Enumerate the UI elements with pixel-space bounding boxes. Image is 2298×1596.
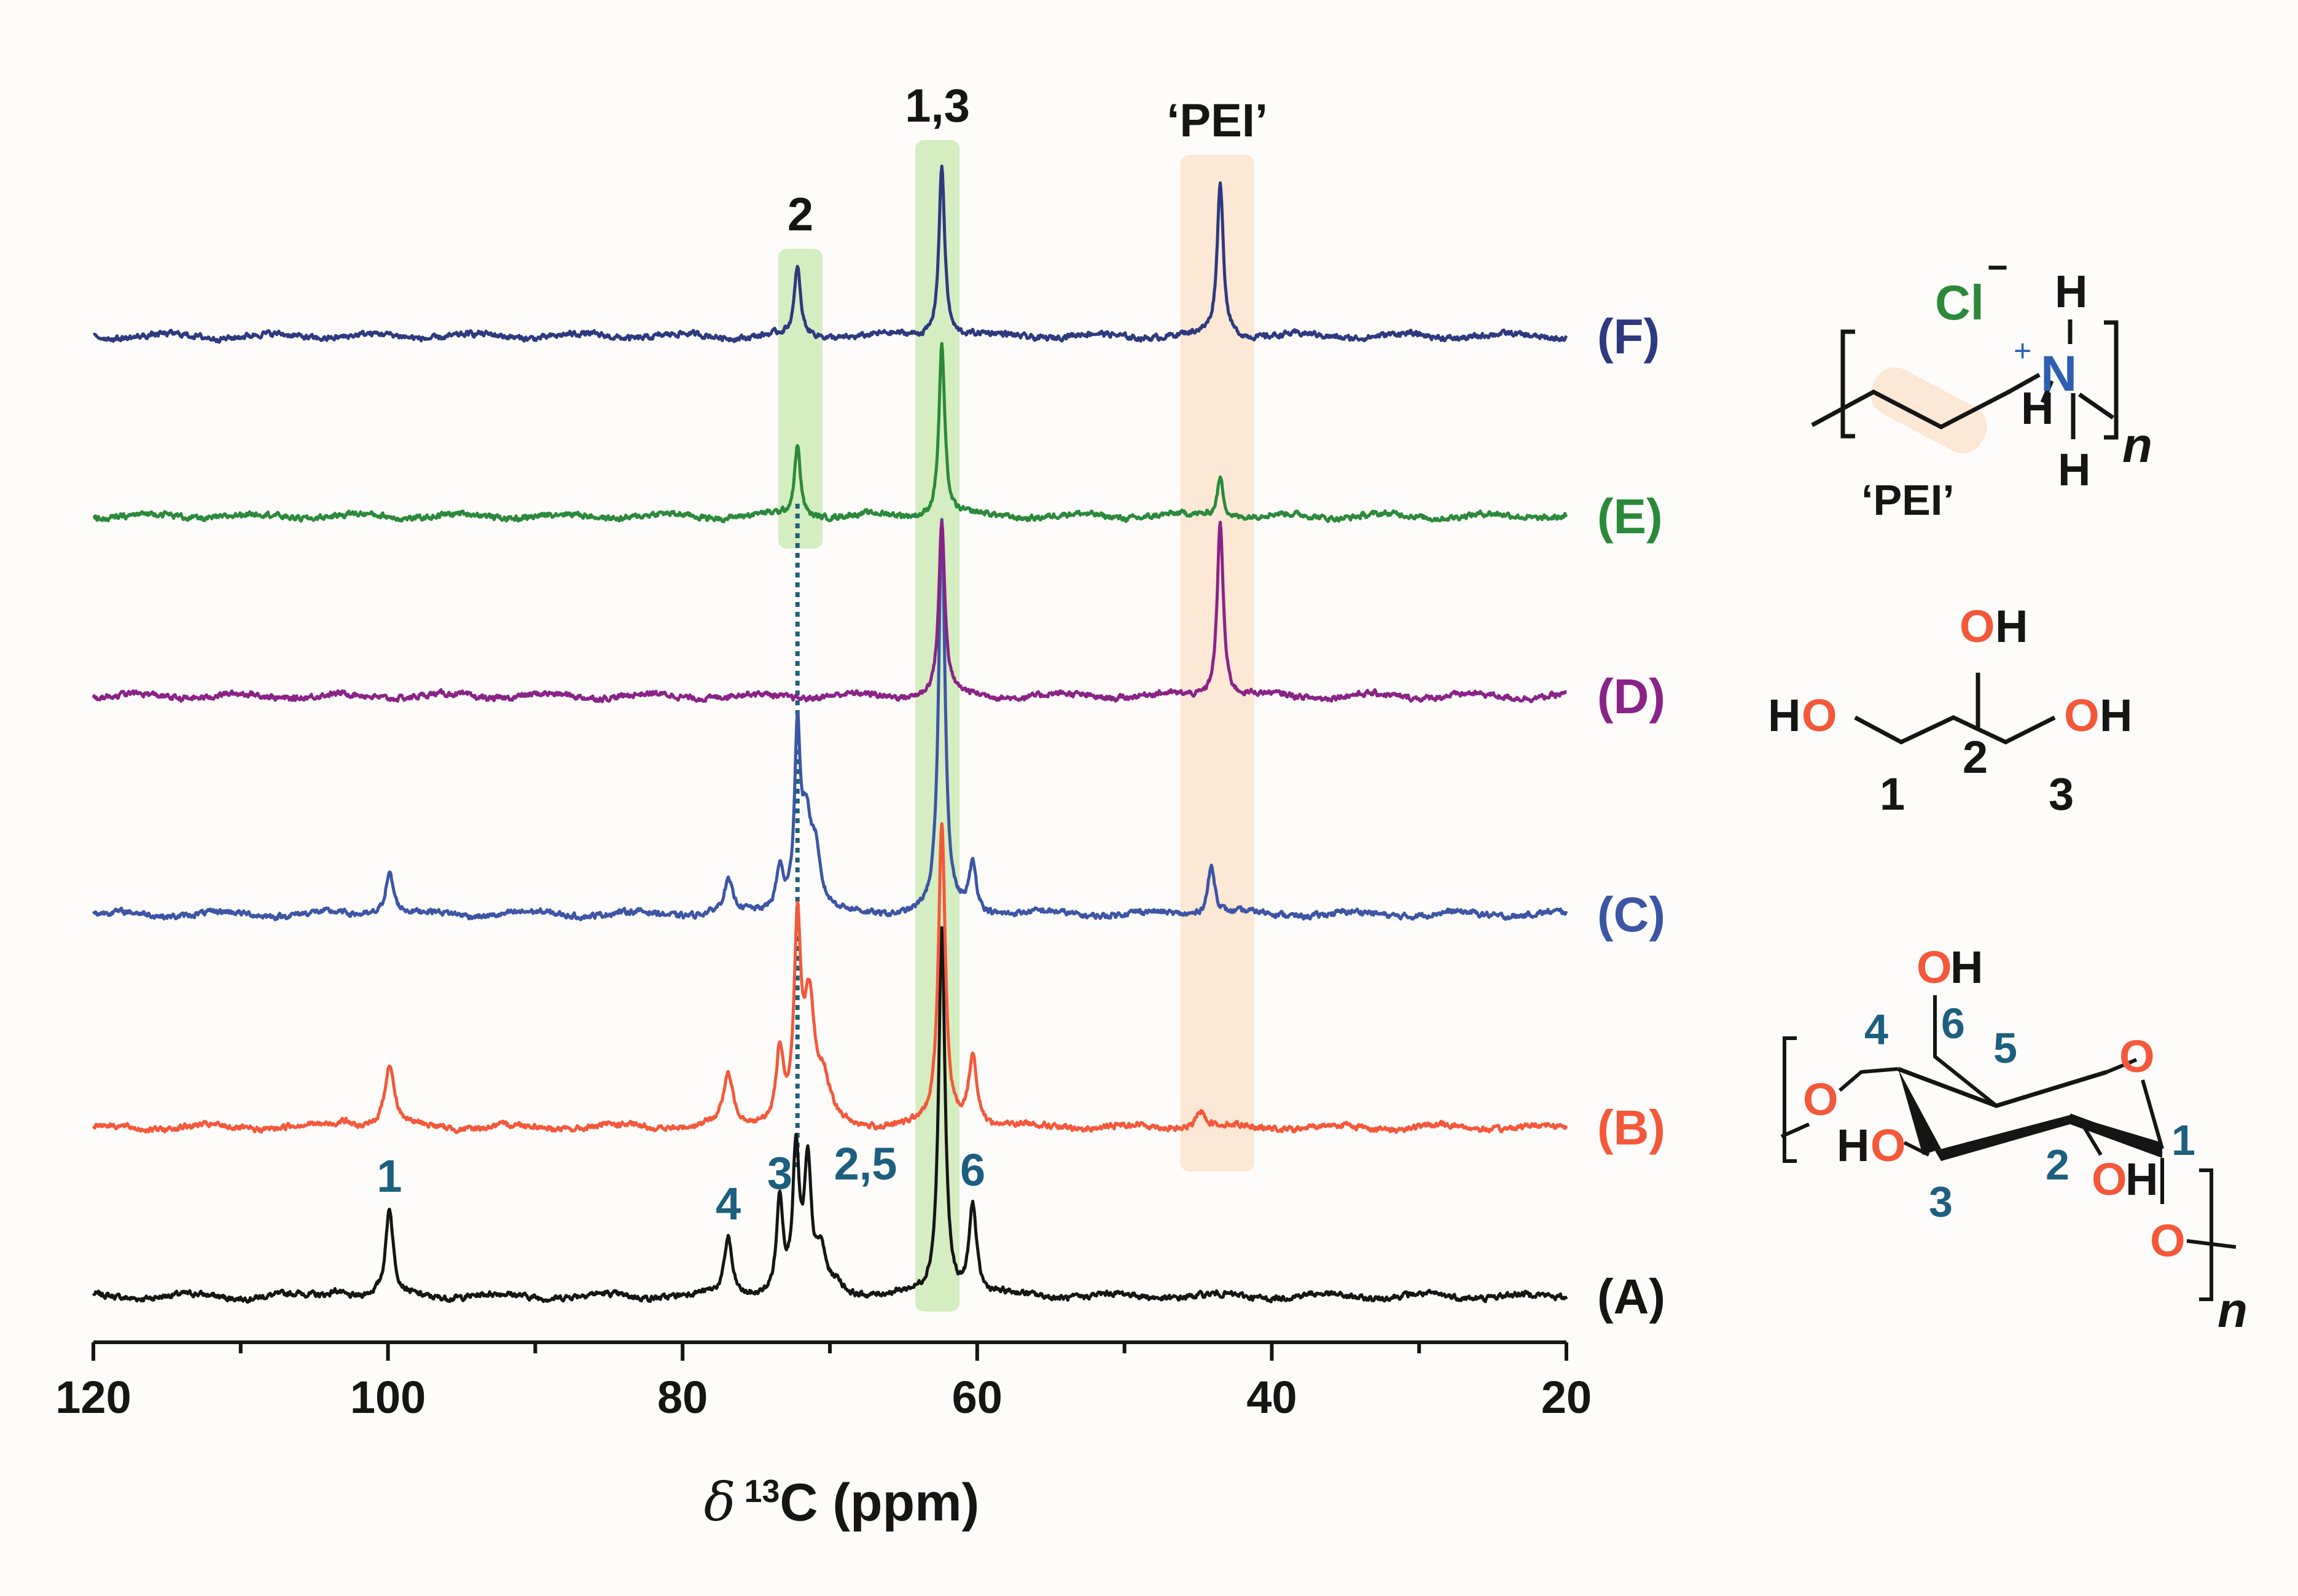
spectrum-C: [92, 518, 1568, 921]
pei-h-top: H: [2055, 266, 2087, 317]
peak-label-A-6: 6: [960, 1144, 985, 1195]
pei-structure: N + H H H Cl − n ‘PEI’: [1811, 248, 2152, 524]
cellulose-o3-bond: [1903, 1141, 1930, 1157]
x-axis-title-rest: C (ppm): [780, 1473, 979, 1532]
peak-label-A-4: 4: [716, 1178, 741, 1229]
spectrum-A: [92, 926, 1568, 1304]
x-tick-label-100: 100: [350, 1372, 426, 1423]
series-label-D: (D): [1597, 669, 1665, 724]
spectrum-F: [92, 165, 1568, 344]
x-tick-label-80: 80: [657, 1372, 708, 1423]
glycerol-c1-label: 1: [1880, 769, 1905, 820]
x-tick-label-60: 60: [952, 1372, 1002, 1423]
pei-chloride-charge: −: [1987, 248, 2008, 288]
pei-chloride: Cl: [1935, 275, 1984, 330]
glycerol-oh-mid-h: H: [1995, 601, 2028, 652]
cellulose-o6-h: H: [1950, 942, 1983, 993]
cellulose-o3-o: O: [1870, 1120, 1906, 1171]
cellulose-o6-o: O: [1917, 942, 1952, 993]
peak-label-A-1: 1: [377, 1151, 402, 1202]
x-axis-title: δ 13C (ppm): [704, 1472, 979, 1533]
cellulose-c2-label: 2: [2046, 1141, 2069, 1189]
highlight-label-1: 1,3: [905, 80, 970, 132]
pei-chain: [1811, 372, 2041, 429]
cellulose-bracket-left: [1783, 1036, 1797, 1163]
cellulose-c6-bond: [1933, 995, 1998, 1108]
cellulose-o-left-bond: [1839, 1067, 1899, 1092]
series-label-B: (B): [1597, 1100, 1665, 1155]
glycerol-backbone: [1854, 715, 2056, 745]
cellulose-ring-o-bond: [2106, 1058, 2138, 1074]
glycerol-oh-mid-o: O: [1960, 601, 1995, 652]
cellulose-o3-h: H: [1837, 1120, 1869, 1171]
peak-label-A-2-5: 2,5: [834, 1138, 897, 1189]
series-label-A: (A): [1597, 1269, 1665, 1324]
cellulose-o-left: O: [1803, 1074, 1839, 1125]
pei-highlight: [1870, 367, 1987, 453]
pei-nitrogen: N: [2041, 346, 2077, 402]
cellulose-o2-h: H: [2125, 1154, 2158, 1205]
highlight-band-2: [1180, 155, 1254, 1172]
cellulose-structure: O H O O H O O H O 4 6 5 3 2 1 n: [1780, 942, 2248, 1337]
x-axis-title-delta: δ: [704, 1472, 736, 1533]
spectrum-B: [92, 822, 1568, 1135]
cellulose-repeat-n: n: [2218, 1283, 2248, 1337]
spectrum-D: [92, 520, 1568, 703]
pei-nh-bond-left: [2040, 380, 2054, 404]
highlight-label-2: ‘PEI’: [1167, 95, 1268, 147]
cellulose-wedge-left: [1898, 1069, 1941, 1155]
glycerol-oh-left-o: O: [1802, 690, 1837, 741]
glycerol-structure: H O O H O H 1 2 3: [1768, 601, 2132, 820]
glycerol-oh-right-o: O: [2064, 690, 2100, 741]
pei-bracket-left: [1840, 329, 1855, 439]
series-label-E: (E): [1597, 489, 1663, 544]
cellulose-o2-o: O: [2092, 1154, 2127, 1205]
highlight-label-0: 2: [787, 189, 813, 241]
cellulose-ring-c1-bond: [2141, 1079, 2164, 1149]
cellulose-c5-label: 5: [1993, 1024, 2017, 1072]
cellulose-ring-o: O: [2119, 1031, 2155, 1082]
x-axis-title-isotope: 13: [745, 1474, 780, 1509]
pei-n-charge: +: [2014, 334, 2031, 368]
glycerol-oh-left-h: H: [1768, 690, 1800, 741]
cellulose-c1-label: 1: [2171, 1116, 2195, 1164]
glycerol-oh-right-h: H: [2100, 690, 2132, 741]
cellulose-bracket-right: [2199, 1168, 2213, 1301]
pei-bracket-right: [2104, 320, 2119, 440]
cellulose-c4-label: 4: [1864, 1006, 1888, 1054]
glycerol-c2-label: 2: [1963, 732, 1988, 783]
series-label-F: (F): [1597, 309, 1660, 364]
pei-h-bottom: H: [2058, 444, 2090, 495]
series-label-C: (C): [1597, 887, 1665, 942]
cellulose-o2-bond: [2081, 1123, 2103, 1156]
cellulose-ring-top: [1897, 1066, 2108, 1108]
pei-h-left: H: [2021, 383, 2054, 434]
x-tick-label-120: 120: [55, 1372, 131, 1423]
spectrum-E: [92, 342, 1568, 523]
pei-label: ‘PEI’: [1861, 476, 1955, 524]
x-tick-label-40: 40: [1246, 1372, 1297, 1423]
glycerol-c3-label: 3: [2049, 769, 2074, 820]
cellulose-c6-label: 6: [1941, 999, 1965, 1047]
peak-label-A-3: 3: [767, 1148, 792, 1199]
cellulose-wedge-bottom: [1935, 1115, 2162, 1161]
pei-repeat-n: n: [2122, 418, 2152, 472]
cellulose-c3-label: 3: [1929, 1178, 1953, 1226]
pei-n-bond-right: [2078, 393, 2114, 420]
cellulose-o1-o: O: [2150, 1215, 2186, 1266]
x-tick-label-20: 20: [1541, 1372, 1592, 1423]
